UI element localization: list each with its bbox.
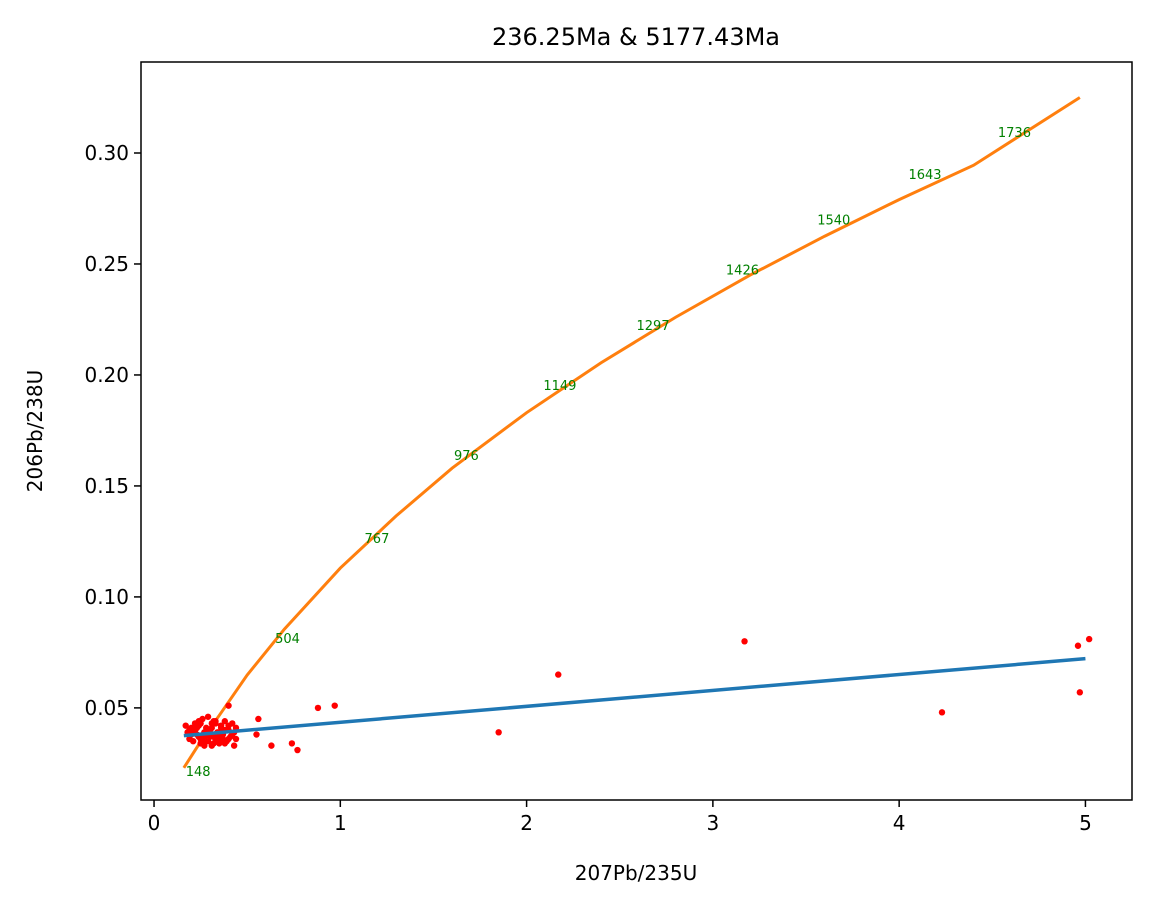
- data-point: [204, 737, 212, 745]
- age-label: 504: [275, 632, 300, 647]
- data-point: [221, 740, 229, 747]
- discordia-line: [183, 656, 1086, 738]
- chart-title: 236.25Ma & 5177.43Ma: [492, 23, 780, 51]
- data-point: [495, 729, 502, 736]
- y-axis-label: 206Pb/238U: [23, 370, 47, 492]
- concordia-curve: [182, 96, 1081, 769]
- age-label: 767: [365, 532, 390, 547]
- data-point: [186, 726, 193, 734]
- data-point: [217, 724, 225, 732]
- data-point: [288, 740, 296, 747]
- x-tick-label: 0: [148, 811, 161, 835]
- data-point: [225, 735, 232, 743]
- y-tick-label: 0.20: [84, 363, 129, 387]
- data-point: [230, 742, 238, 749]
- age-label: 1736: [998, 126, 1031, 141]
- data-point: [331, 702, 338, 709]
- data-point: [1085, 635, 1093, 643]
- y-tick-label: 0.05: [84, 696, 129, 720]
- y-tick-label: 0.10: [84, 585, 129, 609]
- data-point: [232, 735, 240, 743]
- x-tick-label: 4: [893, 811, 906, 835]
- x-tick-label: 2: [520, 811, 533, 835]
- data-point: [208, 724, 215, 732]
- axis-ticks: 0 1 2 3 4 5 0.05 0.10 0.15 0.20 0.25 0.30: [84, 141, 1091, 835]
- data-point: [938, 709, 946, 716]
- data-point: [294, 746, 301, 754]
- age-label: 1297: [637, 319, 670, 334]
- plot-layer: 148 504 767 976 1149 1297 1426 1540 1643 1736: [182, 96, 1093, 780]
- data-point: [268, 742, 275, 749]
- data-point: [197, 720, 204, 727]
- age-label: 1149: [543, 379, 576, 394]
- plot-frame: [140, 61, 1133, 801]
- age-label: 1540: [817, 214, 850, 229]
- y-tick-label: 0.25: [84, 252, 129, 276]
- data-point: [189, 737, 197, 745]
- x-axis-label: 207Pb/235U: [575, 861, 697, 885]
- age-label: 1426: [726, 264, 759, 279]
- y-tick-label: 0.15: [84, 474, 129, 498]
- data-point: [314, 704, 322, 712]
- data-point: [555, 671, 562, 678]
- data-point: [216, 740, 223, 747]
- data-point: [255, 715, 262, 723]
- data-point: [225, 702, 232, 709]
- data-point: [1074, 642, 1082, 649]
- data-point: [199, 737, 206, 745]
- data-point: [182, 722, 189, 729]
- data-point: [210, 733, 217, 740]
- data-point: [741, 638, 748, 645]
- data-point: [212, 720, 219, 727]
- data-point: [221, 718, 229, 725]
- x-tick-label: 1: [334, 811, 347, 835]
- data-point: [1076, 689, 1084, 696]
- y-tick-label: 0.30: [84, 141, 129, 165]
- age-label: 1643: [908, 168, 941, 183]
- age-label: 976: [454, 449, 479, 464]
- x-tick-label: 3: [707, 811, 720, 835]
- data-point: [204, 713, 212, 720]
- x-tick-label: 5: [1079, 811, 1092, 835]
- age-label: 148: [186, 765, 211, 780]
- data-point: [193, 724, 201, 732]
- data-point: [253, 731, 260, 738]
- data-point: [208, 742, 215, 749]
